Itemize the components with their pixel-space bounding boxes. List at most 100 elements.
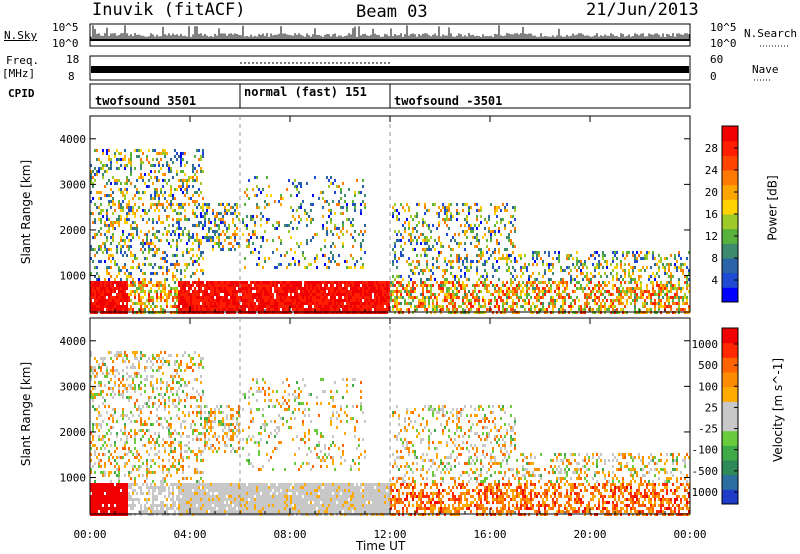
heatmap-cell	[158, 296, 160, 299]
heatmap-cell	[658, 299, 660, 302]
heatmap-cell	[478, 305, 480, 308]
heatmap-cell	[90, 489, 92, 492]
heatmap-cell	[186, 305, 188, 308]
heatmap-cell	[548, 302, 550, 305]
heatmap-cell	[608, 305, 610, 308]
heatmap-cell	[108, 450, 110, 453]
heatmap-cell	[268, 299, 270, 302]
heatmap-cell	[216, 302, 218, 305]
heatmap-cell	[652, 254, 654, 257]
heatmap-cell	[540, 290, 542, 293]
heatmap-cell	[232, 299, 234, 302]
heatmap-cell	[450, 215, 452, 218]
heatmap-cell	[422, 296, 424, 299]
heatmap-cell	[350, 287, 352, 290]
heatmap-cell	[124, 197, 126, 200]
heatmap-cell	[650, 299, 652, 302]
heatmap-cell	[96, 305, 98, 308]
heatmap-cell	[194, 290, 196, 293]
heatmap-cell	[668, 275, 670, 278]
heatmap-cell	[260, 212, 262, 215]
heatmap-cell	[104, 233, 106, 236]
heatmap-cell	[186, 251, 188, 254]
heatmap-cell	[314, 287, 316, 290]
heatmap-cell	[396, 239, 398, 242]
heatmap-cell	[396, 293, 398, 296]
heatmap-cell	[104, 447, 106, 450]
heatmap-cell	[110, 414, 112, 417]
heatmap-cell	[594, 269, 596, 272]
heatmap-cell	[590, 290, 592, 293]
heatmap-cell	[386, 281, 388, 284]
heatmap-cell	[360, 257, 362, 260]
heatmap-cell	[422, 281, 424, 284]
heatmap-cell	[482, 263, 484, 266]
heatmap-cell	[592, 254, 594, 257]
heatmap-cell	[252, 293, 254, 296]
heatmap-cell	[352, 299, 354, 302]
heatmap-cell	[454, 296, 456, 299]
heatmap-cell	[260, 236, 262, 239]
heatmap-cell	[258, 251, 260, 254]
heatmap-cell	[156, 251, 158, 254]
heatmap-cell	[112, 197, 114, 200]
heatmap-cell	[186, 293, 188, 296]
heatmap-cell	[94, 233, 96, 236]
heatmap-cell	[166, 266, 168, 269]
heatmap-cell	[480, 281, 482, 284]
heatmap-cell	[418, 299, 420, 302]
heatmap-cell	[266, 308, 268, 311]
heatmap-cell	[348, 305, 350, 308]
heatmap-cell	[364, 194, 366, 197]
heatmap-cell	[296, 305, 298, 308]
heatmap-cell	[164, 260, 166, 263]
heatmap-cell	[506, 209, 508, 212]
heatmap-cell	[98, 170, 100, 173]
heatmap-cell	[110, 296, 112, 299]
heatmap-cell	[150, 263, 152, 266]
heatmap-cell	[486, 272, 488, 275]
heatmap-cell	[270, 308, 272, 311]
heatmap-cell	[260, 308, 262, 311]
heatmap-cell	[432, 293, 434, 296]
heatmap-cell	[184, 179, 186, 182]
heatmap-cell	[490, 254, 492, 257]
heatmap-cell	[534, 251, 536, 254]
heatmap-cell	[626, 287, 628, 290]
heatmap-cell	[98, 212, 100, 215]
heatmap-cell	[352, 296, 354, 299]
heatmap-cell	[592, 263, 594, 266]
heatmap-cell	[606, 308, 608, 311]
heatmap-cell	[282, 308, 284, 311]
heatmap-cell	[398, 296, 400, 299]
heatmap-cell	[324, 308, 326, 311]
heatmap-cell	[200, 281, 202, 284]
heatmap-cell	[92, 510, 94, 513]
heatmap-cell	[378, 308, 380, 311]
heatmap-cell	[482, 305, 484, 308]
heatmap-cell	[654, 308, 656, 311]
heatmap-cell	[362, 290, 364, 293]
heatmap-cell	[644, 302, 646, 305]
heatmap-cell	[476, 236, 478, 239]
heatmap-cell	[416, 254, 418, 257]
heatmap-cell	[132, 254, 134, 257]
heatmap-cell	[424, 203, 426, 206]
heatmap-cell	[250, 215, 252, 218]
heatmap-cell	[182, 305, 184, 308]
heatmap-cell	[392, 263, 394, 266]
heatmap-cell	[220, 212, 222, 215]
heatmap-cell	[212, 290, 214, 293]
heatmap-cell	[156, 176, 158, 179]
heatmap-cell	[108, 474, 110, 477]
heatmap-cell	[116, 149, 118, 152]
heatmap-cell	[244, 284, 246, 287]
heatmap-cell	[90, 248, 92, 251]
heatmap-cell	[620, 299, 622, 302]
heatmap-cell	[168, 230, 170, 233]
heatmap-cell	[168, 284, 170, 287]
heatmap-cell	[120, 206, 122, 209]
heatmap-cell	[118, 152, 120, 155]
heatmap-cell	[284, 308, 286, 311]
heatmap-cell	[632, 290, 634, 293]
